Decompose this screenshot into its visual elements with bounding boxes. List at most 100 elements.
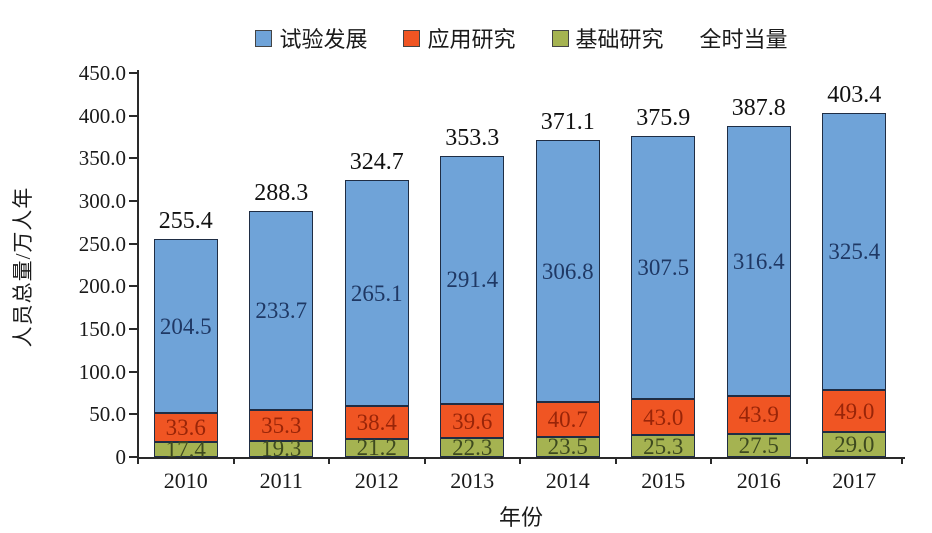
y-axis-tick: [129, 456, 138, 458]
bar-segment-value-label: 23.5: [547, 434, 588, 460]
x-axis-tick: [137, 457, 139, 464]
bar-segment-experimental-development: 325.4: [822, 112, 887, 391]
legend-item-1: 应用研究: [403, 22, 516, 54]
bar-segment-value-label: 29.0: [834, 432, 875, 458]
bar-segment-value-label: 21.2: [356, 435, 397, 461]
bar-segment-value-label: 40.7: [547, 407, 588, 433]
bar-segment-experimental-development: 291.4: [440, 155, 505, 405]
bar-segment-value-label: 316.4: [732, 248, 785, 274]
legend-item-3: 全时当量: [700, 22, 788, 54]
y-axis-tick-label: 200.0: [78, 274, 126, 299]
y-axis-tick: [129, 200, 138, 202]
bar-segment-value-label: 49.0: [834, 398, 875, 424]
bar-segment-value-label: 306.8: [541, 258, 594, 284]
bar-segment-value-label: 17.4: [165, 437, 206, 463]
bar-segment-value-label: 38.4: [356, 410, 397, 436]
bar-segment-applied-research: 38.4: [344, 406, 409, 439]
y-axis-tick-label: 350.0: [78, 146, 126, 171]
bar-segment-value-label: 265.1: [350, 280, 403, 306]
bar-segment-applied-research: 49.0: [822, 390, 887, 433]
x-axis-category-label: 2015: [641, 468, 686, 493]
bar-total-label: 403.4: [827, 81, 882, 108]
bar-segment-value-label: 25.3: [643, 433, 684, 459]
bar-segment-applied-research: 43.9: [726, 396, 791, 434]
bar-segment-basic-research: 29.0: [822, 432, 887, 458]
bar-segment-experimental-development: 233.7: [249, 210, 314, 411]
bar-segment-applied-research: 40.7: [535, 402, 600, 437]
bar-segment-basic-research: 22.3: [440, 434, 505, 460]
x-axis-tick: [614, 457, 617, 464]
legend-label: 基础研究: [575, 27, 664, 52]
bar-segment-basic-research: 19.3: [249, 437, 314, 460]
x-axis-tick: [519, 457, 521, 464]
y-axis-line: [137, 70, 139, 459]
x-axis-category-label: 2016: [736, 468, 781, 493]
x-axis-category-label: 2017: [832, 468, 877, 493]
bar-segment-basic-research: 21.2: [344, 435, 409, 461]
bar-segment-value-label: 204.5: [159, 313, 212, 339]
y-axis-tick: [129, 114, 138, 117]
legend-swatch-icon: [551, 29, 569, 47]
y-axis-tick-label: 100.0: [78, 359, 126, 384]
y-axis-tick-label: 400.0: [78, 103, 126, 128]
legend-label: 全时当量: [699, 27, 788, 52]
y-axis-tick-label: 50.0: [89, 402, 126, 427]
bar-segment-applied-research: 39.6: [440, 404, 505, 438]
bar-segment-value-label: 307.5: [637, 255, 690, 280]
bar-segment-basic-research: 23.5: [535, 434, 600, 460]
bar-segment-value-label: 22.3: [452, 434, 493, 460]
bar-total-label: 324.7: [349, 148, 404, 175]
bar-segment-value-label: 39.6: [452, 408, 493, 434]
bar-segment-experimental-development: 306.8: [535, 140, 600, 403]
x-axis-tick: [710, 457, 712, 464]
x-axis-tick: [901, 457, 903, 464]
legend-label: 试验发展: [279, 27, 368, 52]
bar-segment-value-label: 43.9: [738, 402, 779, 428]
bar-segment-basic-research: 25.3: [631, 433, 696, 459]
bar-total-label: 375.9: [636, 105, 691, 132]
x-axis-category-label: 2012: [354, 468, 399, 493]
x-axis-tick: [328, 457, 330, 464]
bar-segment-applied-research: 35.3: [249, 410, 314, 441]
y-axis-tick: [129, 285, 138, 288]
legend-item-2: 基础研究: [551, 22, 664, 54]
y-axis-tick-label: 0: [115, 445, 127, 469]
bar-segment-basic-research: 17.4: [153, 438, 218, 461]
bar-segment-experimental-development: 316.4: [726, 126, 791, 397]
y-axis-tick: [129, 157, 138, 160]
x-axis-tick: [805, 457, 808, 464]
bar-segment-value-label: 291.4: [446, 267, 499, 293]
bar-total-label: 371.1: [540, 109, 595, 136]
bar-total-label: 387.8: [731, 95, 786, 122]
x-axis-category-label: 2013: [450, 468, 495, 493]
bar-segment-basic-research: 27.5: [726, 432, 791, 458]
y-axis-tick: [129, 242, 138, 245]
legend-label: 应用研究: [427, 27, 516, 52]
x-axis-line: [137, 457, 905, 459]
bar-segment-experimental-development: 265.1: [344, 179, 409, 407]
x-axis-category-label: 2011: [259, 468, 303, 493]
bar-total-label: 288.3: [254, 179, 309, 206]
bar-segment-value-label: 19.3: [261, 436, 302, 462]
legend: 试验发展 应用研究 基础研究 全时当量: [138, 22, 905, 54]
y-axis-tick-label: 250.0: [78, 231, 126, 256]
bar-segment-value-label: 35.3: [261, 412, 302, 438]
bar-segment-applied-research: 43.0: [631, 398, 696, 436]
y-axis-tick: [129, 72, 138, 74]
bar-segment-applied-research: 33.6: [153, 413, 218, 443]
y-axis-title: 人员总量/万人年: [11, 186, 35, 348]
bar-total-label: 255.4: [158, 207, 213, 234]
bar-segment-value-label: 27.5: [738, 432, 779, 458]
legend-item-0: 试验发展: [255, 22, 367, 54]
y-axis-tick-label: 150.0: [78, 317, 126, 341]
y-axis-tick-label: 450.0: [78, 61, 126, 85]
y-axis-title-wrap: 人员总量/万人年: [7, 157, 37, 377]
bar-segment-experimental-development: 307.5: [631, 136, 696, 399]
x-axis-category-label: 2010: [163, 468, 208, 493]
y-axis-tick: [129, 413, 138, 416]
bar-total-label: 353.3: [445, 124, 500, 151]
bar-segment-value-label: 325.4: [828, 239, 881, 265]
bar-segment-value-label: 43.0: [643, 404, 684, 430]
